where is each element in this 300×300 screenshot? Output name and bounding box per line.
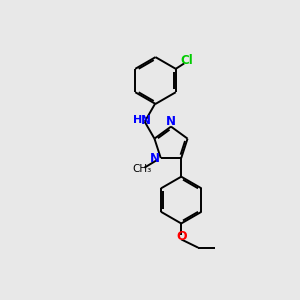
Text: Cl: Cl bbox=[181, 54, 194, 67]
Text: N: N bbox=[150, 152, 161, 166]
Text: N: N bbox=[141, 114, 151, 127]
Text: CH₃: CH₃ bbox=[132, 164, 152, 174]
Text: H: H bbox=[134, 115, 143, 125]
Text: O: O bbox=[176, 230, 187, 243]
Text: N: N bbox=[166, 115, 176, 128]
